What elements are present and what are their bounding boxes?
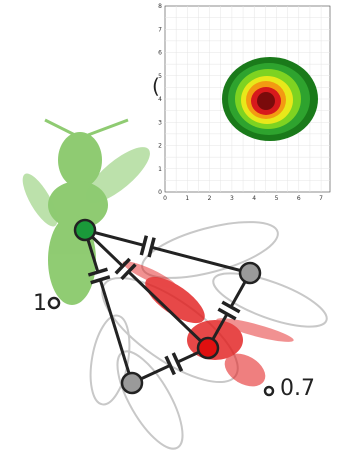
y-tick-label: 0 [158, 189, 162, 196]
node [198, 338, 218, 358]
right-label: 0.7 [280, 376, 315, 401]
y-tick-label: 6 [158, 50, 162, 57]
left-label: 1 [33, 291, 47, 316]
red-bee [120, 257, 295, 393]
node [75, 220, 95, 240]
y-tick-label: 7 [158, 26, 162, 33]
green-bee [16, 120, 157, 305]
fragment: ( [152, 74, 160, 98]
x-tick-label: 4 [252, 195, 256, 202]
x-tick-label: 3 [230, 195, 234, 202]
y-tick-label: 8 [158, 3, 162, 10]
x-tick-label: 0 [163, 195, 167, 202]
y-tick-label: 1 [158, 166, 162, 173]
capacitor-plate [222, 302, 239, 312]
x-tick-label: 2 [208, 195, 212, 202]
right-marker [265, 387, 273, 395]
x-tick-label: 7 [319, 195, 323, 202]
node [240, 263, 260, 283]
y-tick-label: 3 [158, 119, 162, 126]
capacitor-plate [141, 236, 146, 255]
capacitor-plate [149, 238, 154, 257]
x-tick-label: 1 [185, 195, 189, 202]
node [122, 373, 142, 393]
x-tick-label: 5 [275, 195, 279, 202]
wire [152, 247, 250, 273]
x-tick-label: 6 [297, 195, 301, 202]
scene: 01234567012345678 ( 1 0.7 [0, 0, 342, 463]
y-tick-label: 2 [158, 143, 162, 150]
contour [222, 57, 318, 141]
capacitor-plate [218, 309, 235, 319]
left-marker [49, 298, 59, 308]
